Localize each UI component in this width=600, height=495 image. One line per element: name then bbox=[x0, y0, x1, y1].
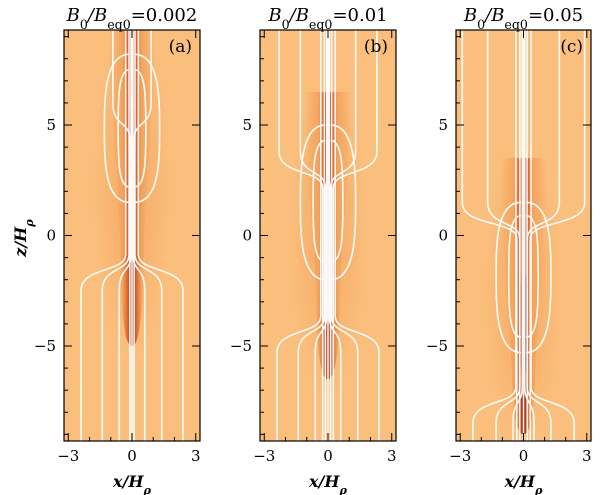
panel-title: B0/Beq0=0.01 bbox=[267, 5, 387, 32]
field-loop bbox=[330, 139, 344, 263]
field-line bbox=[112, 30, 131, 441]
field-loop bbox=[525, 201, 552, 354]
field-line bbox=[276, 30, 322, 441]
y-tick-label: −5 bbox=[34, 337, 56, 355]
field-loop bbox=[103, 53, 130, 204]
y-tick-label: 0 bbox=[242, 227, 252, 245]
plot-area bbox=[260, 30, 396, 441]
x-tick-label: −3 bbox=[253, 447, 275, 465]
y-tick-label: 5 bbox=[438, 116, 448, 134]
y-axis-label: z/Hρ bbox=[11, 219, 36, 258]
field-loop bbox=[134, 68, 147, 188]
y-tick-label: 5 bbox=[242, 116, 252, 134]
field-line bbox=[523, 30, 535, 441]
x-axis-label: x/Hρ bbox=[504, 472, 544, 495]
field-line bbox=[137, 30, 184, 441]
field-loop bbox=[330, 124, 357, 281]
x-tick-label: 3 bbox=[191, 447, 201, 465]
panel-c: −3 0 3 −5 0 5 (c) B0/Beq0=0.05 x/Hρ bbox=[426, 5, 592, 495]
field-line bbox=[299, 30, 327, 441]
y-tick-label: 5 bbox=[46, 116, 56, 134]
field-line bbox=[530, 30, 575, 441]
field-line bbox=[526, 30, 561, 441]
panel-a: −3 0 3 −5 0 5 (a) B0/Beq0=0.002 x/Hρ bbox=[34, 5, 201, 495]
y-tick-label: −5 bbox=[426, 337, 448, 355]
field-line bbox=[101, 30, 130, 441]
y-tick-label: −5 bbox=[230, 337, 252, 355]
x-tick-label: −3 bbox=[449, 447, 471, 465]
field-loop bbox=[525, 214, 540, 338]
field-line bbox=[472, 30, 517, 441]
field-line bbox=[134, 30, 163, 441]
panels: −3 0 3 −5 0 5 (a) B0/Beq0=0.002 x/Hρ −3 0 3 −5 0 5 (b) B… bbox=[34, 5, 592, 495]
field-line bbox=[330, 30, 359, 441]
x-tick-label: 3 bbox=[582, 447, 592, 465]
field-line bbox=[334, 30, 380, 441]
field-line bbox=[133, 30, 152, 441]
x-tick-label: 0 bbox=[323, 447, 333, 465]
field-line bbox=[132, 30, 146, 441]
x-tick-label: 0 bbox=[519, 447, 529, 465]
field-line bbox=[529, 30, 586, 441]
field-line bbox=[486, 30, 521, 441]
panel-title: B0/Beq0=0.002 bbox=[66, 5, 198, 32]
field-line bbox=[461, 30, 518, 441]
panel-tag: (c) bbox=[560, 37, 583, 57]
field-loop bbox=[117, 68, 130, 188]
x-tick-label: −3 bbox=[57, 447, 79, 465]
field-loop bbox=[299, 124, 326, 281]
x-tick-label: 3 bbox=[387, 447, 397, 465]
field-line bbox=[314, 30, 328, 441]
panel-title: B0/Beq0=0.05 bbox=[463, 5, 583, 32]
field-loop bbox=[495, 201, 522, 354]
field-line bbox=[512, 30, 524, 441]
field-line bbox=[297, 30, 326, 441]
y-tick-label: 0 bbox=[46, 227, 56, 245]
x-axis-label: x/Hρ bbox=[112, 472, 152, 495]
x-tick-label: 0 bbox=[127, 447, 137, 465]
plot-area bbox=[64, 30, 200, 441]
panel-tag: (b) bbox=[364, 37, 388, 57]
field-line bbox=[118, 30, 132, 441]
field-loop bbox=[312, 139, 326, 263]
field-line bbox=[329, 30, 357, 441]
panel-tag: (a) bbox=[169, 37, 192, 57]
field-loop bbox=[507, 214, 522, 338]
field-line bbox=[80, 30, 127, 441]
plot-area bbox=[456, 30, 591, 441]
x-axis-label: x/Hρ bbox=[308, 472, 348, 495]
field-line bbox=[328, 30, 342, 441]
field-loop bbox=[134, 53, 161, 204]
y-tick-label: 0 bbox=[438, 227, 448, 245]
panel-b: −3 0 3 −5 0 5 (b) B0/Beq0=0.01 x/Hρ bbox=[230, 5, 397, 495]
